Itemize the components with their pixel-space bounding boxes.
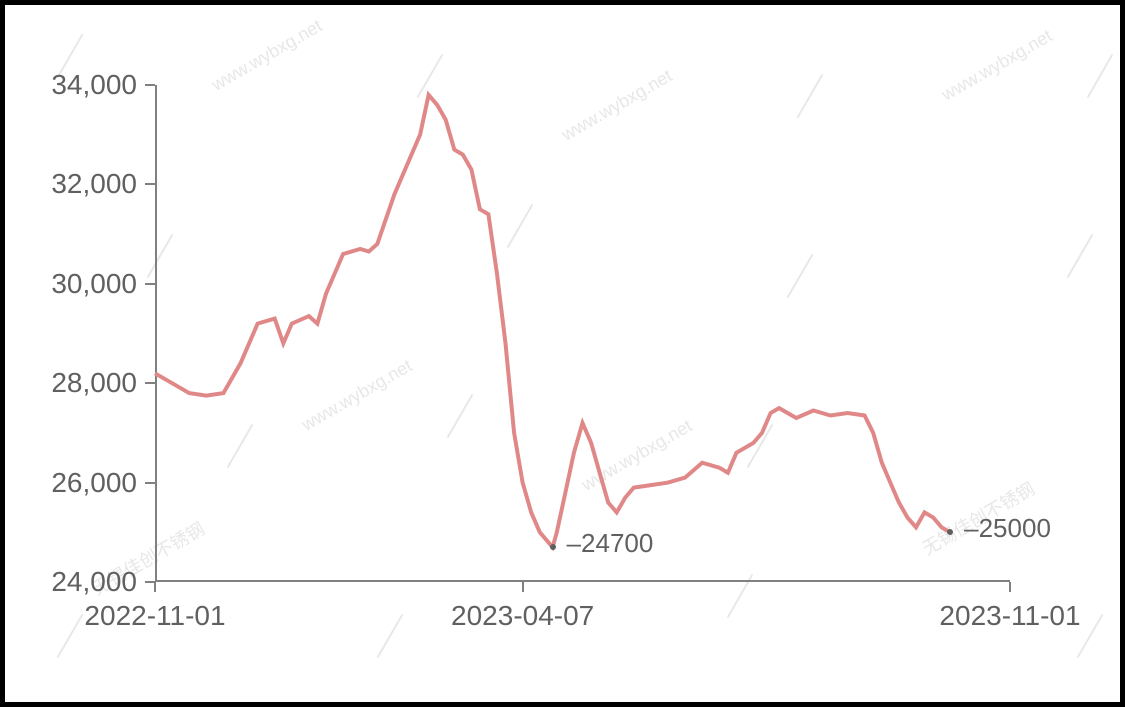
watermark-line: [1087, 54, 1114, 98]
watermark-text: www.wybxg.net: [208, 15, 326, 95]
y-axis-label: 32,000: [51, 168, 137, 200]
y-axis-label: 26,000: [51, 467, 137, 499]
chart-container: www.wybxg.net www.wybxg.net www.wybxg.ne…: [0, 0, 1125, 707]
x-axis-label: 2023-11-01: [939, 600, 1080, 632]
y-tick: [145, 482, 155, 484]
x-tick: [1009, 582, 1011, 592]
chart-inner: www.wybxg.net www.wybxg.net www.wybxg.ne…: [15, 15, 1110, 692]
x-tick: [522, 582, 524, 592]
y-axis-label: 34,000: [51, 69, 137, 101]
x-axis-label: 2023-04-07: [451, 600, 594, 632]
data-line: [155, 95, 950, 547]
annotation-marker: [947, 529, 953, 535]
line-chart-svg: [155, 85, 1010, 582]
y-axis-label: 28,000: [51, 367, 137, 399]
annotation-label: –25000: [964, 513, 1051, 544]
x-tick: [154, 582, 156, 592]
y-tick: [145, 283, 155, 285]
watermark-line: [57, 614, 84, 658]
watermark-line: [1067, 234, 1094, 278]
y-tick: [145, 382, 155, 384]
annotation-marker: [550, 544, 556, 550]
x-axis-label: 2022-11-01: [84, 600, 225, 632]
watermark-line: [1077, 614, 1104, 658]
y-tick: [145, 84, 155, 86]
y-axis-label: 24,000: [51, 566, 137, 598]
annotation-label: –24700: [567, 528, 654, 559]
y-axis-label: 30,000: [51, 268, 137, 300]
watermark-line: [377, 614, 404, 658]
plot-area: 24,00026,00028,00030,00032,00034,0002022…: [155, 85, 1010, 582]
y-tick: [145, 183, 155, 185]
